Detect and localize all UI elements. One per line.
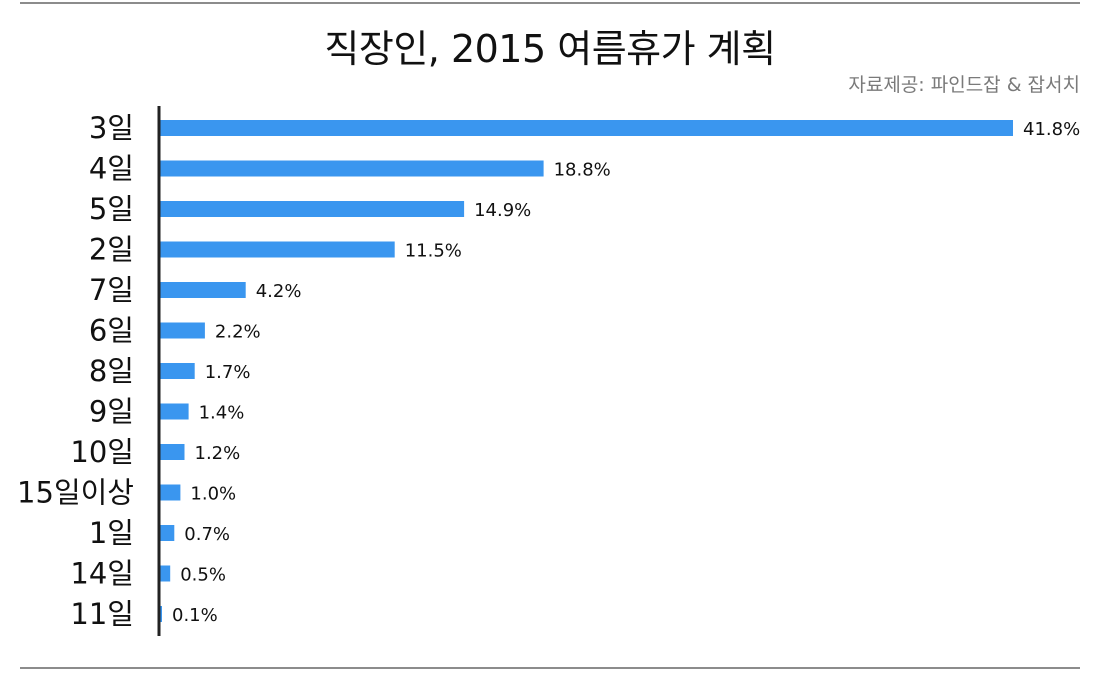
category-label-row-6: 8일 [89, 354, 134, 388]
category-label-row-10: 1일 [89, 516, 134, 550]
category-label-row-5: 6일 [89, 314, 134, 348]
bar-row-5 [160, 322, 205, 339]
bar-row-9 [160, 484, 181, 501]
bar-row-7 [160, 403, 189, 420]
bar-row-4 [160, 282, 246, 298]
value-label-row-2: 14.9% [474, 200, 531, 221]
category-label-row-9: 15일이상 [17, 476, 134, 510]
source-credit: 자료제공: 파인드잡 & 잡서치 [848, 74, 1080, 96]
value-label-row-3: 11.5% [405, 241, 462, 262]
bottom-rule [20, 667, 1080, 669]
bar-row-3 [160, 241, 395, 258]
value-label-row-10: 0.7% [184, 524, 230, 545]
value-label-row-7: 1.4% [199, 403, 245, 424]
category-label-row-8: 10일 [70, 435, 134, 469]
bar-row-11 [160, 565, 171, 582]
bar-row-8 [160, 444, 185, 460]
bar-row-12 [160, 606, 162, 622]
value-label-row-8: 1.2% [195, 443, 241, 464]
value-label-row-12: 0.1% [172, 605, 218, 626]
value-label-row-5: 2.2% [215, 322, 261, 343]
value-label-row-9: 1.0% [190, 484, 236, 505]
category-label-row-3: 2일 [89, 233, 134, 267]
bars-group [160, 120, 1013, 622]
value-label-row-1: 18.8% [554, 160, 611, 181]
bar-row-1 [160, 160, 544, 177]
value-label-row-0: 41.8% [1023, 119, 1080, 140]
category-label-row-1: 4일 [89, 152, 134, 186]
category-label-row-7: 9일 [89, 395, 134, 429]
bar-row-10 [160, 525, 175, 541]
chart-title: 직장인, 2015 여름휴가 계획 [324, 27, 776, 71]
value-label-row-6: 1.7% [205, 362, 251, 383]
bar-row-6 [160, 363, 195, 379]
top-rule [20, 2, 1080, 4]
category-label-row-11: 14일 [70, 557, 134, 591]
bar-row-2 [160, 201, 465, 217]
bar-row-0 [160, 120, 1013, 136]
value-label-row-11: 0.5% [180, 565, 226, 586]
value-label-row-4: 4.2% [256, 281, 302, 302]
labels-group: 3일 41.8% 4일 18.8% 5일 14.9% 2일 11.5% 7일 4.2% 6일 2.2%… [17, 111, 1080, 631]
category-label-row-0: 3일 [89, 111, 134, 145]
category-label-row-2: 5일 [89, 192, 134, 226]
category-label-row-4: 7일 [89, 273, 134, 307]
category-label-row-12: 11일 [70, 597, 134, 631]
